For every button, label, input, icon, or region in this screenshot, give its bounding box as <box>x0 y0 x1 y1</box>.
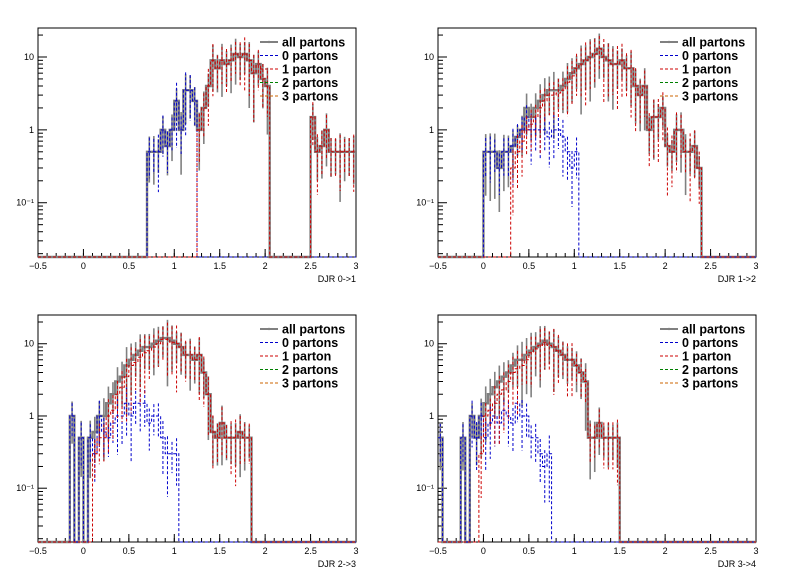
y-tick-label: 10 <box>424 339 434 349</box>
legend-label: 0 partons <box>282 336 338 350</box>
x-tick-label: 2 <box>263 546 268 556</box>
y-tick-label: 1 <box>429 411 434 421</box>
x-tick-label: 1.5 <box>213 261 226 271</box>
chart-panel-1: −0.5 0 0.5 1 1.5 2 2.5 3 10⁻¹ 1 10 DJR 0->1 all part… <box>16 27 359 284</box>
y-tick-label: 1 <box>29 125 34 135</box>
legend-label: 1 parton <box>282 350 331 364</box>
x-tick-label: 1.5 <box>613 261 626 271</box>
x-tick-label: −0.5 <box>29 261 47 271</box>
x-tick-label: 1 <box>172 261 177 271</box>
x-tick-label: 1.5 <box>613 546 626 556</box>
series-line-1-parton <box>438 48 756 258</box>
legend-label: 2 partons <box>682 363 738 377</box>
legend-label: 1 parton <box>682 350 731 364</box>
x-tick-label: −0.5 <box>29 546 47 556</box>
x-tick-label: 2.5 <box>704 546 717 556</box>
series-line-0-partons <box>38 402 356 543</box>
y-tick-label: 1 <box>429 125 434 135</box>
legend-marker <box>667 327 671 331</box>
legend-label: 3 partons <box>282 90 338 104</box>
y-tick-label: 10⁻¹ <box>416 483 434 493</box>
y-tick-label: 10 <box>424 52 434 62</box>
chart-panel-2: −0.5 0 0.5 1 1.5 2 2.5 3 10⁻¹ 1 10 DJR 1->2 all part… <box>416 27 759 284</box>
x-tick-label: 1 <box>172 546 177 556</box>
y-tick-label: 10⁻¹ <box>16 198 34 208</box>
x-tick-label: 0.5 <box>123 261 136 271</box>
x-tick-label: 2 <box>663 261 668 271</box>
x-tick-label: 0.5 <box>123 546 136 556</box>
x-tick-label: 2.5 <box>304 261 317 271</box>
x-tick-label: −0.5 <box>429 546 447 556</box>
x-tick-label: −0.5 <box>429 261 447 271</box>
x-axis-label: DJR 3->4 <box>718 559 756 569</box>
x-axis-label: DJR 2->3 <box>318 559 356 569</box>
x-tick-label: 0 <box>81 261 86 271</box>
legend-label: 0 partons <box>682 49 738 63</box>
x-tick-label: 2.5 <box>304 546 317 556</box>
legend-label: all partons <box>282 323 345 337</box>
y-tick-label: 10 <box>24 52 34 62</box>
x-axis-label: DJR 0->1 <box>318 274 356 284</box>
legend-marker <box>667 40 671 44</box>
legend-label: 2 partons <box>282 76 338 90</box>
legend-label: all partons <box>282 36 345 50</box>
legend-label: 3 partons <box>282 377 338 391</box>
x-tick-label: 0.5 <box>523 261 536 271</box>
legend-label: 0 partons <box>282 49 338 63</box>
x-tick-label: 0 <box>481 261 486 271</box>
legend-label: all partons <box>682 36 745 50</box>
legend-label: 2 partons <box>682 76 738 90</box>
legend-marker <box>267 327 271 331</box>
legend-label: 0 partons <box>682 336 738 350</box>
x-tick-label: 3 <box>353 261 358 271</box>
x-tick-label: 1 <box>572 546 577 556</box>
x-tick-label: 3 <box>353 546 358 556</box>
legend-label: 1 parton <box>682 63 731 77</box>
legend-label: 1 parton <box>282 63 331 77</box>
x-tick-label: 1 <box>572 261 577 271</box>
legend-label: all partons <box>682 323 745 337</box>
x-tick-label: 0 <box>481 546 486 556</box>
y-tick-label: 10⁻¹ <box>16 483 34 493</box>
chart-panel-3: −0.5 0 0.5 1 1.5 2 2.5 3 10⁻¹ 1 10 DJR 2->3 all part… <box>16 314 359 569</box>
x-tick-label: 3 <box>753 261 758 271</box>
legend-label: 3 partons <box>682 90 738 104</box>
series-line-0-partons <box>438 402 756 543</box>
legend-label: 3 partons <box>682 377 738 391</box>
chart-panel-4: −0.5 0 0.5 1 1.5 2 2.5 3 10⁻¹ 1 10 DJR 3->4 all part… <box>416 314 759 569</box>
x-tick-label: 3 <box>753 546 758 556</box>
legend-marker <box>267 40 271 44</box>
x-tick-label: 2 <box>663 546 668 556</box>
x-tick-label: 1.5 <box>213 546 226 556</box>
series-line-1-parton <box>38 338 356 543</box>
y-tick-label: 1 <box>29 411 34 421</box>
x-tick-label: 2.5 <box>704 261 717 271</box>
legend-label: 2 partons <box>282 363 338 377</box>
x-axis-label: DJR 1->2 <box>718 274 756 284</box>
x-tick-label: 0 <box>81 546 86 556</box>
y-tick-label: 10⁻¹ <box>416 198 434 208</box>
x-tick-label: 0.5 <box>523 546 536 556</box>
x-tick-label: 2 <box>263 261 268 271</box>
y-tick-label: 10 <box>24 339 34 349</box>
